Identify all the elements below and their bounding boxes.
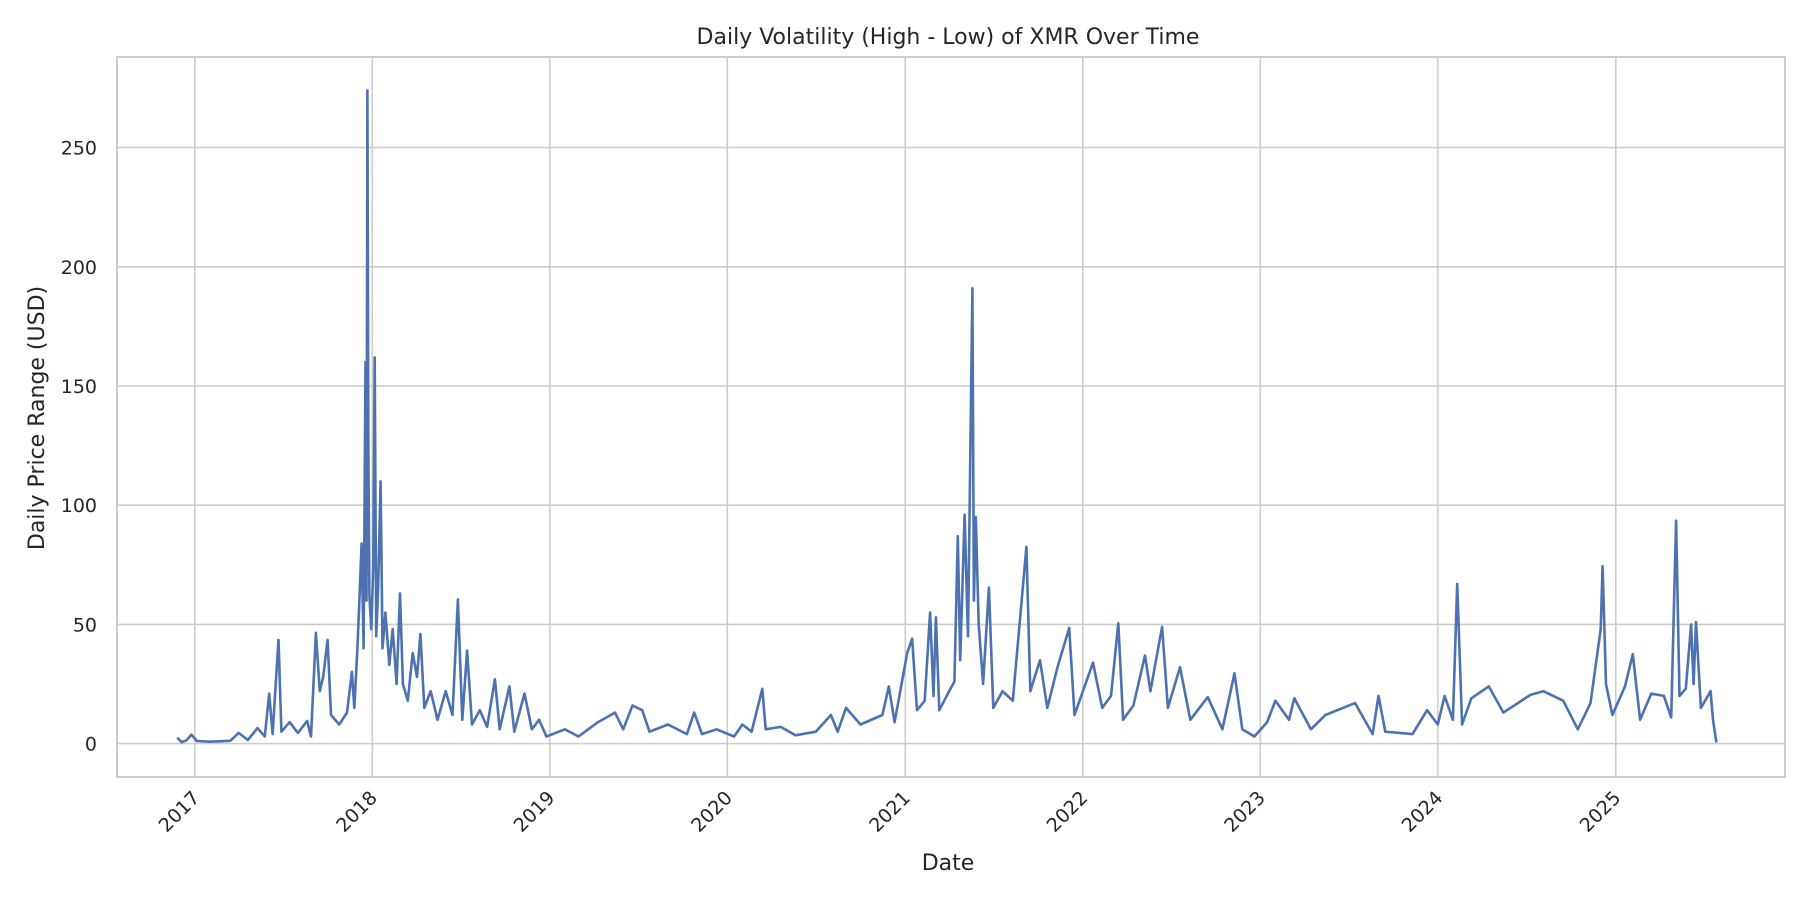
x-tick-label: 2018: [332, 787, 382, 837]
x-tick-label: 2021: [865, 787, 915, 837]
y-tick-label: 250: [61, 138, 97, 160]
y-tick-label: 100: [61, 495, 97, 517]
y-axis-label: Daily Price Range (USD): [25, 286, 50, 550]
x-tick-label: 2020: [687, 787, 737, 837]
series-line: [176, 89, 1718, 744]
x-tick-label: 2023: [1220, 787, 1270, 837]
x-tick-label: 2017: [155, 787, 205, 837]
x-tick-label: 2025: [1576, 787, 1626, 837]
chart-title: Daily Volatility (High - Low) of XMR Ove…: [697, 25, 1200, 50]
y-tick-label: 200: [61, 257, 97, 279]
series: [176, 89, 1718, 744]
x-tick-label: 2022: [1043, 787, 1093, 837]
plot-frame: [116, 56, 1786, 778]
y-tick-label: 150: [61, 376, 97, 398]
x-axis-label: Date: [922, 851, 975, 876]
x-tick-label: 2024: [1398, 787, 1448, 837]
y-tick-label: 0: [85, 734, 97, 756]
grid: [117, 57, 1785, 777]
y-tick-label: 50: [73, 614, 97, 636]
x-tick-label: 2019: [510, 787, 560, 837]
